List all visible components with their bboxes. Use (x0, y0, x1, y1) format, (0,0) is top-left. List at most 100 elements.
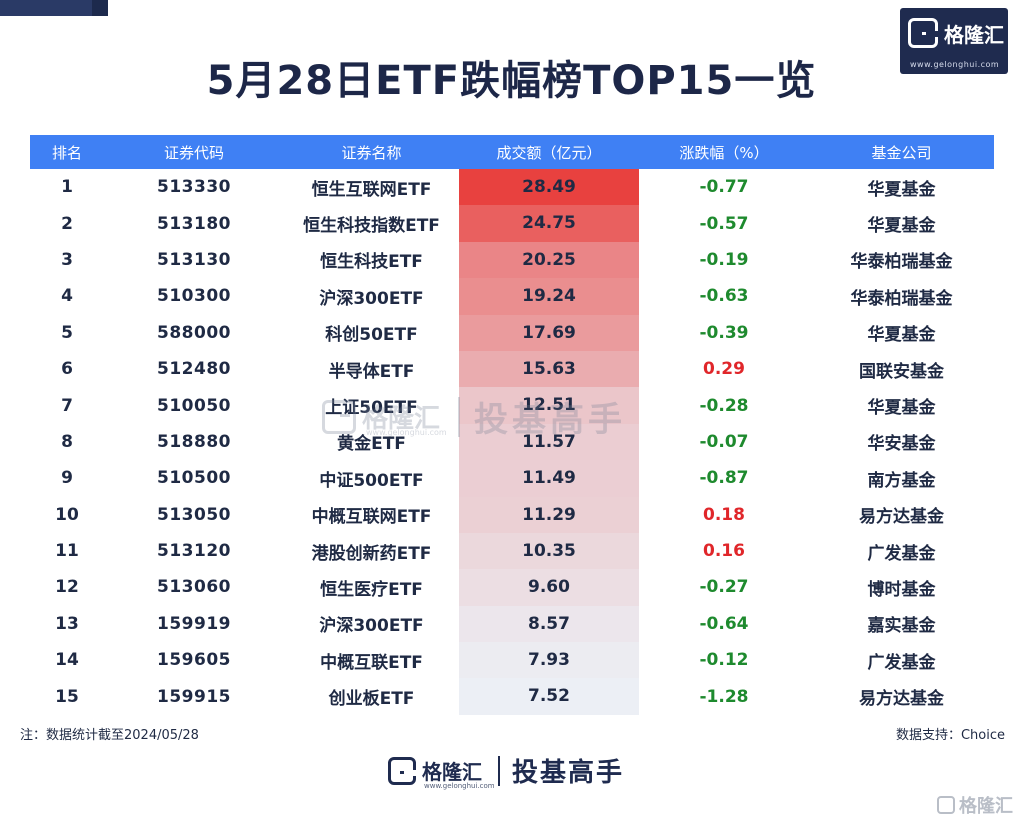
rank-cell: 10 (55, 504, 79, 525)
name-cell: 中概互联网ETF (311, 507, 432, 528)
corner-watermark-text: 格隆汇 (959, 796, 1013, 817)
turnover-cell: 8.57 (459, 605, 639, 643)
table-row: 8 518880 黄金ETF 11.57 -0.07 华安基金 (30, 423, 994, 461)
table-row: 3 513130 恒生科技ETF 20.25 -0.19 华泰柏瑞基金 (30, 241, 994, 279)
turnover-cell: 17.69 (459, 314, 639, 351)
rank-cell: 8 (61, 431, 73, 452)
company-cell: 易方达基金 (859, 689, 944, 710)
company-cell: 华泰柏瑞基金 (850, 288, 953, 309)
change-cell: -0.12 (699, 650, 749, 671)
change-cell: -0.63 (699, 286, 749, 307)
code-cell: 518880 (157, 431, 231, 452)
company-cell: 华夏基金 (867, 179, 936, 200)
corner-watermark: 格隆汇 (937, 792, 1013, 818)
name-cell: 黄金ETF (337, 434, 406, 455)
corner-decoration (0, 0, 108, 16)
name-cell: 恒生科技ETF (320, 252, 423, 273)
company-cell: 国联安基金 (859, 361, 944, 382)
name-cell: 港股创新药ETF (311, 543, 432, 564)
change-cell: -0.77 (699, 177, 749, 198)
name-cell: 中概互联ETF (320, 652, 423, 673)
change-cell: -0.39 (699, 322, 749, 343)
data-source: 数据支持：Choice (895, 728, 1005, 743)
change-cell: -0.27 (699, 577, 749, 598)
rank-cell: 11 (55, 541, 79, 562)
company-cell: 易方达基金 (859, 507, 944, 528)
code-cell: 513060 (157, 577, 231, 598)
g-logo-icon (908, 18, 938, 48)
bottom-brand-text: 格隆汇 (422, 760, 482, 784)
turnover-cell: 9.60 (459, 569, 639, 606)
turnover-cell: 10.35 (459, 532, 639, 570)
table-row: 9 510500 中证500ETF 11.49 -0.87 南方基金 (30, 460, 994, 497)
header-change: 涨跌幅（%） (679, 143, 769, 162)
name-cell: 创业板ETF (328, 689, 415, 710)
turnover-cell: 28.49 (459, 169, 639, 206)
logo-url: www.gelonghui.com (910, 60, 1000, 69)
name-cell: 中证500ETF (319, 470, 424, 491)
rank-cell: 3 (61, 249, 73, 270)
code-cell: 513130 (157, 249, 231, 270)
change-cell: -0.07 (699, 431, 749, 452)
change-cell: -0.28 (699, 395, 749, 416)
code-cell: 159919 (157, 613, 231, 634)
company-cell: 嘉实基金 (867, 616, 936, 637)
table-row: 12 513060 恒生医疗ETF 9.60 -0.27 博时基金 (30, 569, 994, 606)
bottom-brand-slogan: 投基高手 (512, 758, 625, 788)
code-cell: 510300 (157, 286, 231, 307)
header-code: 证券代码 (163, 143, 224, 162)
code-cell: 513120 (157, 541, 231, 562)
table-row: 1 513330 恒生互联网ETF 28.49 -0.77 华夏基金 (30, 169, 994, 206)
code-cell: 159915 (157, 686, 231, 707)
name-cell: 沪深300ETF (319, 288, 424, 309)
rank-cell: 7 (61, 395, 73, 416)
turnover-cell: 11.57 (459, 423, 639, 461)
name-cell: 恒生互联网ETF (311, 179, 432, 200)
change-cell: 0.16 (703, 541, 745, 562)
change-cell: 0.18 (703, 504, 745, 525)
table-row: 15 159915 创业板ETF 7.52 -1.28 易方达基金 (30, 678, 994, 715)
header-turnover: 成交额（亿元） (496, 143, 602, 162)
name-cell: 半导体ETF (328, 361, 415, 382)
rank-cell: 5 (61, 322, 73, 343)
change-cell: -0.87 (699, 468, 749, 489)
company-cell: 博时基金 (867, 579, 936, 600)
code-cell: 510050 (157, 395, 231, 416)
code-cell: 512480 (157, 359, 231, 380)
page-title: 5月28日ETF跌幅榜TOP15一览 (206, 58, 817, 104)
name-cell: 上证50ETF (325, 398, 418, 419)
turnover-cell: 20.25 (459, 241, 639, 279)
company-cell: 广发基金 (867, 543, 936, 564)
turnover-cell: 11.49 (459, 460, 639, 497)
table-row: 5 588000 科创50ETF 17.69 -0.39 华夏基金 (30, 314, 994, 351)
table-body: 1 513330 恒生互联网ETF 28.49 -0.77 华夏基金 2 513180 恒生科技… (30, 169, 994, 715)
brand-logo: 格隆汇 www.gelonghui.com (900, 8, 1008, 74)
rank-cell: 14 (55, 650, 79, 671)
table-row: 6 512480 半导体ETF 15.63 0.29 国联安基金 (30, 350, 994, 388)
table-row: 10 513050 中概互联网ETF 11.29 0.18 易方达基金 (30, 496, 994, 533)
corner-g-icon (937, 796, 955, 814)
code-cell: 588000 (157, 322, 231, 343)
company-cell: 华安基金 (867, 434, 936, 455)
table-row: 13 159919 沪深300ETF 8.57 -0.64 嘉实基金 (30, 605, 994, 643)
bottom-brand: 格隆汇 www.gelonghui.com 投基高手 (388, 752, 625, 790)
turnover-cell: 24.75 (459, 205, 639, 242)
turnover-cell: 7.93 (459, 642, 639, 679)
etf-table: 排名 证券代码 证券名称 成交额（亿元） 涨跌幅（%） 基金公司 1 513330… (30, 135, 994, 715)
rank-cell: 1 (61, 177, 73, 198)
rank-cell: 15 (55, 686, 79, 707)
turnover-cell: 15.63 (459, 350, 639, 388)
company-cell: 华夏基金 (867, 216, 936, 237)
turnover-cell: 12.51 (459, 387, 639, 424)
table-row: 2 513180 恒生科技指数ETF 24.75 -0.57 华夏基金 (30, 205, 994, 242)
name-cell: 沪深300ETF (319, 616, 424, 637)
table-row: 7 510050 上证50ETF 12.51 -0.28 华夏基金 (30, 387, 994, 424)
code-cell: 513330 (157, 177, 231, 198)
change-cell: -0.57 (699, 213, 749, 234)
company-cell: 华夏基金 (867, 325, 936, 346)
name-cell: 恒生医疗ETF (320, 579, 423, 600)
table-row: 4 510300 沪深300ETF 19.24 -0.63 华泰柏瑞基金 (30, 278, 994, 315)
company-cell: 南方基金 (867, 470, 936, 491)
header-name: 证券名称 (341, 143, 402, 162)
header-company: 基金公司 (871, 143, 932, 162)
